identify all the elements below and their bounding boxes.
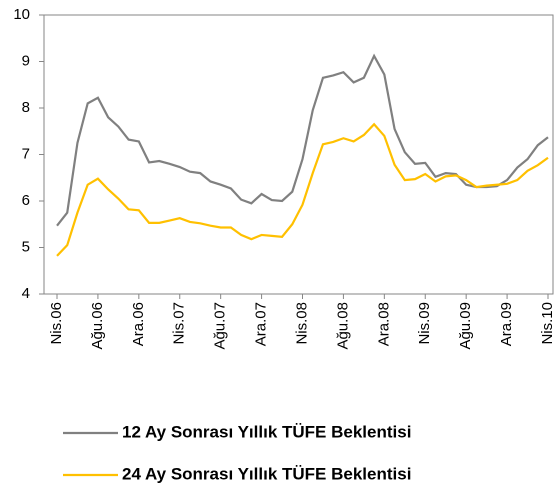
plot-frame [43,14,554,295]
x-tick-label: Nis.10 [539,302,556,345]
x-tick-label: Ağu.06 [89,302,106,350]
legend-label: 24 Ay Sonrası Yıllık TÜFE Beklentisi [122,464,411,483]
x-tick-label: Nis.09 [416,302,433,345]
x-tick-label: Nis.08 [293,302,310,345]
y-tick-label: 4 [22,285,30,302]
series-line [56,53,549,227]
x-tick-label: Ağu.08 [334,302,351,350]
x-tick-label: Ara.08 [375,302,392,346]
x-tick-label: Ara.07 [253,302,270,346]
y-tick-label: 8 [22,99,30,116]
y-tick-label: 6 [22,192,30,209]
x-tick-label: Ara.09 [498,302,515,346]
x-tick-label: Nis.07 [171,302,188,345]
legend-label: 12 Ay Sonrası Yıllık TÜFE Beklentisi [122,422,411,441]
y-tick-label: 5 [22,238,30,255]
series-line [56,122,549,257]
x-tick-label: Nis.06 [48,302,65,345]
y-tick-label: 10 [13,6,30,23]
x-tick-label: Ağu.07 [212,302,229,350]
x-tick-label: Ağu.09 [457,302,474,350]
y-tick-label: 7 [22,145,30,162]
y-tick-label: 9 [22,52,30,69]
x-tick-label: Ara.06 [130,302,147,346]
